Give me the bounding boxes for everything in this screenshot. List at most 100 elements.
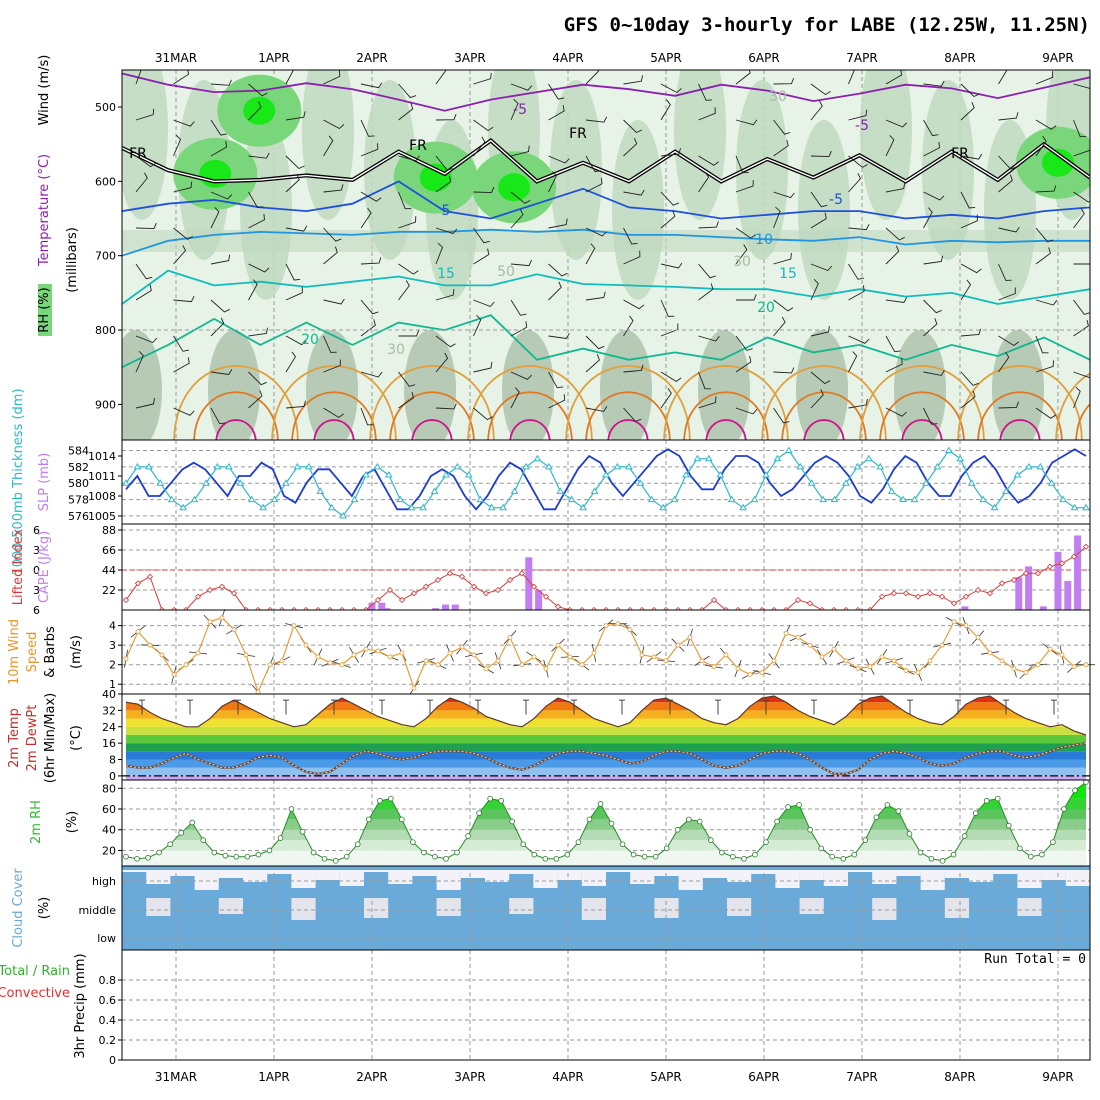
- wind-barb: [810, 389, 824, 409]
- rh-shading: [419, 163, 452, 192]
- wind-barb: [435, 155, 453, 171]
- cape-bar: [1015, 577, 1023, 610]
- boundary-temp-contour: [957, 365, 1083, 440]
- wind-speed-point: [243, 652, 249, 658]
- rh-point: [608, 820, 615, 827]
- wind-barb: [885, 70, 903, 85]
- cape-bar: [1064, 580, 1072, 610]
- rh-line: [125, 781, 1087, 862]
- wind-barb: [735, 244, 748, 265]
- wind-barb: [998, 287, 1016, 301]
- minmax-bar: [1051, 699, 1057, 715]
- wind-barb: [998, 174, 1013, 193]
- wind-barb: [810, 263, 833, 272]
- wind-barb: [210, 407, 226, 425]
- wind-barb: [885, 182, 906, 193]
- minmax-bar: [427, 699, 433, 715]
- bottom-date-label: 7APR: [846, 1070, 877, 1084]
- y-tick-label: 22: [102, 584, 116, 597]
- wind-speed-point: [1071, 664, 1077, 670]
- wind-panel: 1 2 3 4 10m Wind Speed & Barbs (m/s): [7, 609, 1095, 700]
- thickness-tick-label: 578: [68, 494, 89, 507]
- cloud-high-gap: [920, 870, 945, 890]
- rh-point: [354, 841, 361, 848]
- slp-axis-title: SLP (mb): [37, 453, 52, 512]
- lifted-index-point: [194, 593, 202, 600]
- wind-barb: [735, 180, 754, 193]
- y-tick-label: 1011: [88, 470, 116, 483]
- wind-barb: [435, 242, 444, 265]
- temperature-label: Temperature (°C): [37, 154, 52, 267]
- wind-barb: [660, 148, 681, 157]
- boundary-temp-contour: [705, 419, 747, 440]
- lifted-index-point: [206, 586, 214, 594]
- rh-shading: [798, 120, 850, 300]
- wind-barb: [398, 371, 416, 387]
- rh-point: [873, 814, 880, 821]
- rh-point: [189, 819, 196, 826]
- wind-speed-point: [639, 652, 645, 658]
- wind-barb: [773, 316, 786, 337]
- thickness-point: [487, 503, 496, 511]
- wind-barb: [735, 407, 758, 415]
- rh-shading: [894, 330, 946, 440]
- rh-point: [575, 839, 582, 845]
- contour-label: FR: [951, 146, 969, 162]
- top-date-label: 4APR: [552, 51, 583, 65]
- lifted-index-point: [506, 576, 514, 584]
- rh-point: [884, 802, 891, 808]
- wind-barb: [960, 263, 982, 274]
- thickness-point: [1070, 503, 1079, 511]
- wind-barb: [1073, 191, 1090, 203]
- wind-barb: [698, 283, 714, 301]
- wind-barb: [585, 70, 600, 85]
- thickness-point: [1013, 471, 1022, 478]
- wind-barb: [210, 299, 230, 313]
- wind-barb: [735, 335, 753, 351]
- wind-speed-point: [291, 623, 297, 629]
- thickness-tick-label: 584: [68, 445, 89, 458]
- thickness-point: [842, 479, 850, 486]
- wind-speed-point: [327, 660, 333, 666]
- wind-barb: [173, 245, 187, 265]
- temperature-contour: [122, 72, 1090, 112]
- temperature-contour: [122, 269, 1090, 305]
- lifted-index-point: [1058, 560, 1066, 567]
- wind-barb: [360, 371, 383, 378]
- lifted-index-point: [542, 593, 550, 600]
- wind-barb: [998, 352, 1010, 373]
- wind-barb: [510, 83, 533, 91]
- wind-barb: [548, 394, 566, 409]
- wind-barb: [1073, 371, 1090, 379]
- thickness-point: [1024, 462, 1033, 470]
- contour-label: -5: [829, 192, 843, 208]
- top-date-label: 6APR: [748, 51, 779, 65]
- bottom-date-label: 8APR: [944, 1070, 975, 1084]
- wind-barb: [848, 155, 868, 168]
- rh-point: [619, 841, 626, 848]
- boundary-temp-contour: [369, 365, 495, 440]
- wind-barb: [248, 390, 263, 409]
- rh-point: [410, 839, 416, 845]
- cloud-high-gap: [243, 870, 268, 882]
- thickness-point: [350, 495, 359, 503]
- thickness-point: [122, 479, 130, 486]
- wind-barb: [173, 407, 195, 416]
- wind-speed-point: [411, 685, 417, 691]
- thickness-point: [716, 471, 725, 478]
- wind-speed-point: [315, 654, 321, 660]
- y-tick-label: 40: [102, 688, 116, 701]
- rh-point: [895, 808, 902, 814]
- wind-barb: [698, 221, 719, 229]
- rh-point: [553, 855, 560, 862]
- dewpoint-line-dots: [125, 742, 1087, 775]
- thickness-tick-label: 576: [68, 510, 89, 523]
- boundary-temp-contour: [411, 419, 453, 440]
- wind-barb: [885, 358, 903, 373]
- wind-barb: [548, 155, 570, 164]
- top-date-label: 9APR: [1042, 51, 1073, 65]
- wind-barb: [248, 327, 269, 337]
- thickness-point: [944, 446, 953, 454]
- wind-barb: [773, 119, 791, 135]
- wind-speed-point: [903, 668, 909, 673]
